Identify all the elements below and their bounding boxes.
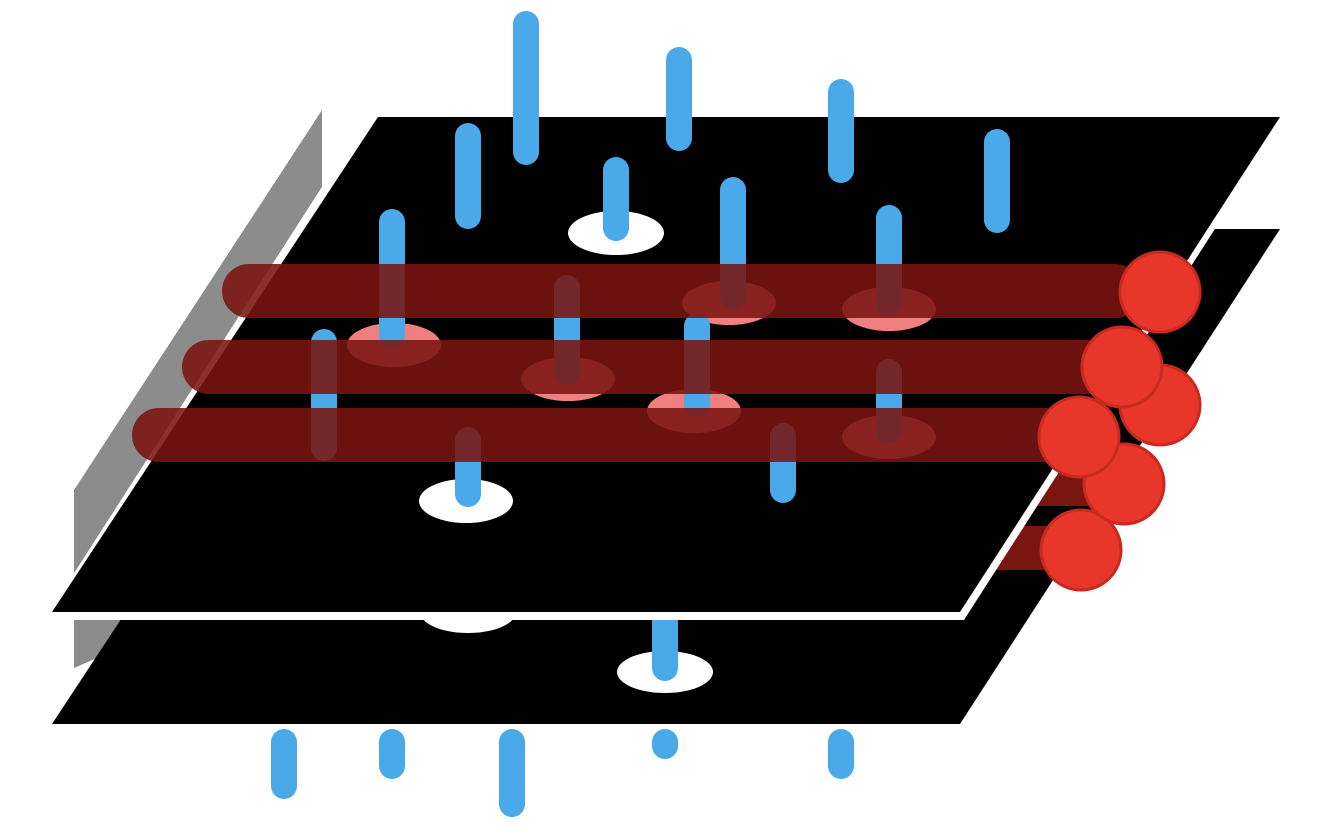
ball-5	[1082, 327, 1162, 407]
bottom-rods	[284, 742, 841, 804]
band-2	[182, 340, 1112, 394]
band-1	[222, 264, 1142, 318]
ball-4	[1120, 252, 1200, 332]
ball-6	[1039, 397, 1119, 477]
band-3	[132, 408, 1082, 462]
bands	[132, 264, 1142, 462]
